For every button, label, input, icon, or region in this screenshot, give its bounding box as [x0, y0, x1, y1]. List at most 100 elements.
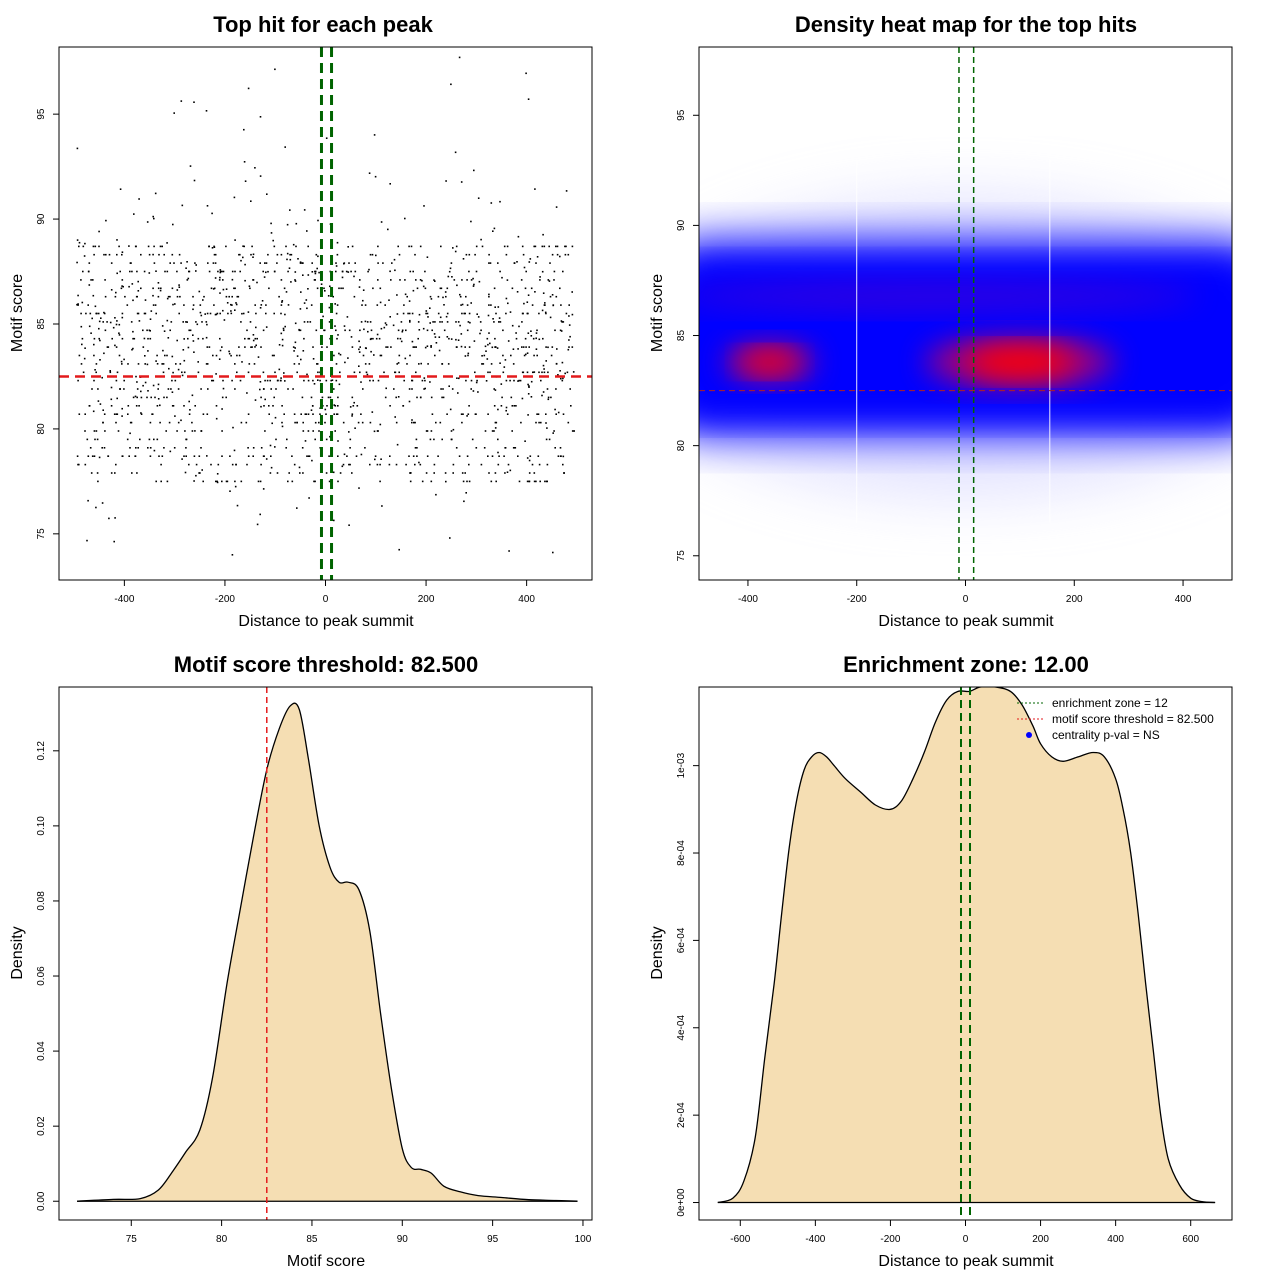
scatter-point — [142, 346, 145, 348]
scatter-point — [420, 396, 422, 399]
scatter-point — [273, 312, 275, 315]
panel4-title: Enrichment zone: 12.00 — [843, 652, 1089, 677]
scatter-point — [270, 232, 273, 234]
scatter-point — [264, 379, 266, 382]
scatter-point — [495, 421, 498, 424]
scatter-point — [317, 219, 319, 222]
scatter-point — [348, 463, 350, 466]
scatter-point — [183, 371, 186, 374]
scatter-point — [121, 363, 123, 365]
scatter-point — [416, 447, 418, 449]
scatter-point — [137, 312, 140, 315]
scatter-point — [487, 455, 489, 457]
density-hotspot — [741, 349, 798, 374]
scatter-point — [370, 329, 373, 332]
scatter-point — [189, 329, 192, 332]
scatter-point — [537, 413, 540, 415]
scatter-point — [307, 274, 310, 276]
scatter-point — [306, 307, 308, 310]
scatter-point — [450, 338, 453, 340]
scatter-point — [202, 413, 205, 415]
scatter-point — [467, 354, 469, 357]
scatter-point — [430, 345, 432, 347]
scatter-point — [458, 56, 461, 59]
scatter-point — [468, 346, 471, 348]
scatter-point — [565, 245, 567, 248]
scatter-point — [234, 388, 236, 390]
scatter-point — [411, 421, 413, 424]
scatter-point — [404, 279, 406, 281]
scatter-point — [535, 480, 537, 483]
scatter-point — [488, 293, 490, 296]
scatter-point — [570, 405, 572, 407]
scatter-point — [425, 430, 428, 432]
scatter-point — [328, 455, 330, 457]
scatter-point — [528, 386, 530, 388]
scatter-point — [347, 271, 350, 273]
scatter-point — [129, 432, 131, 435]
scatter-point — [423, 377, 426, 379]
x-tick-label: 100 — [575, 1234, 592, 1245]
scatter-point — [539, 279, 541, 281]
scatter-point — [475, 270, 478, 273]
scatter-point — [547, 371, 549, 374]
panel3-y-ticks: 0.000.020.040.060.080.100.12 — [36, 741, 60, 1211]
y-tick-label: 2e-04 — [676, 1102, 687, 1128]
scatter-point — [294, 279, 296, 281]
scatter-point — [473, 169, 475, 172]
scatter-point — [362, 354, 365, 357]
scatter-point — [527, 393, 530, 395]
scatter-point — [374, 455, 377, 457]
scatter-point — [291, 455, 293, 457]
scatter-point — [358, 348, 360, 351]
scatter-point — [201, 469, 203, 471]
scatter-point — [426, 329, 429, 332]
panel2-title: Density heat map for the top hits — [795, 12, 1137, 37]
scatter-point — [192, 334, 194, 336]
scatter-point — [415, 279, 417, 281]
scatter-point — [334, 405, 337, 407]
scatter-point — [231, 304, 233, 306]
scatter-point — [487, 314, 490, 317]
scatter-point — [178, 312, 180, 315]
scatter-point — [265, 326, 268, 328]
scatter-point — [438, 336, 441, 338]
scatter-point — [457, 321, 460, 323]
scatter-point — [114, 317, 116, 319]
scatter-point — [493, 405, 496, 407]
scatter-point — [205, 110, 208, 112]
scatter-point — [348, 262, 350, 264]
scatter-point — [465, 492, 467, 494]
scatter-point — [157, 398, 160, 400]
scatter-point — [478, 280, 481, 283]
scatter-point — [493, 321, 495, 323]
scatter-point — [250, 346, 252, 348]
y-tick-label: 0e+00 — [676, 1188, 687, 1217]
scatter-point — [156, 405, 159, 407]
scatter-point — [518, 325, 520, 328]
scatter-point — [221, 480, 223, 483]
scatter-point — [543, 368, 545, 370]
scatter-point — [109, 371, 112, 374]
scatter-point — [287, 270, 289, 273]
scatter-point — [158, 455, 160, 457]
scatter-point — [257, 480, 260, 483]
scatter-point — [162, 349, 164, 352]
y-tick-label: 85 — [676, 330, 687, 342]
scatter-point — [195, 264, 197, 266]
scatter-point — [405, 329, 407, 332]
scatter-point — [418, 329, 421, 331]
scatter-point — [281, 405, 283, 407]
scatter-point — [520, 279, 523, 281]
scatter-point — [91, 388, 93, 390]
scatter-point — [307, 455, 310, 457]
scatter-point — [391, 262, 393, 264]
scatter-point — [446, 413, 448, 415]
scatter-point — [441, 321, 443, 323]
scatter-point — [315, 253, 318, 256]
scatter-point — [567, 421, 570, 424]
scatter-point — [354, 262, 356, 264]
scatter-point — [490, 480, 493, 483]
scatter-point — [424, 346, 427, 349]
scatter-point — [256, 337, 258, 340]
